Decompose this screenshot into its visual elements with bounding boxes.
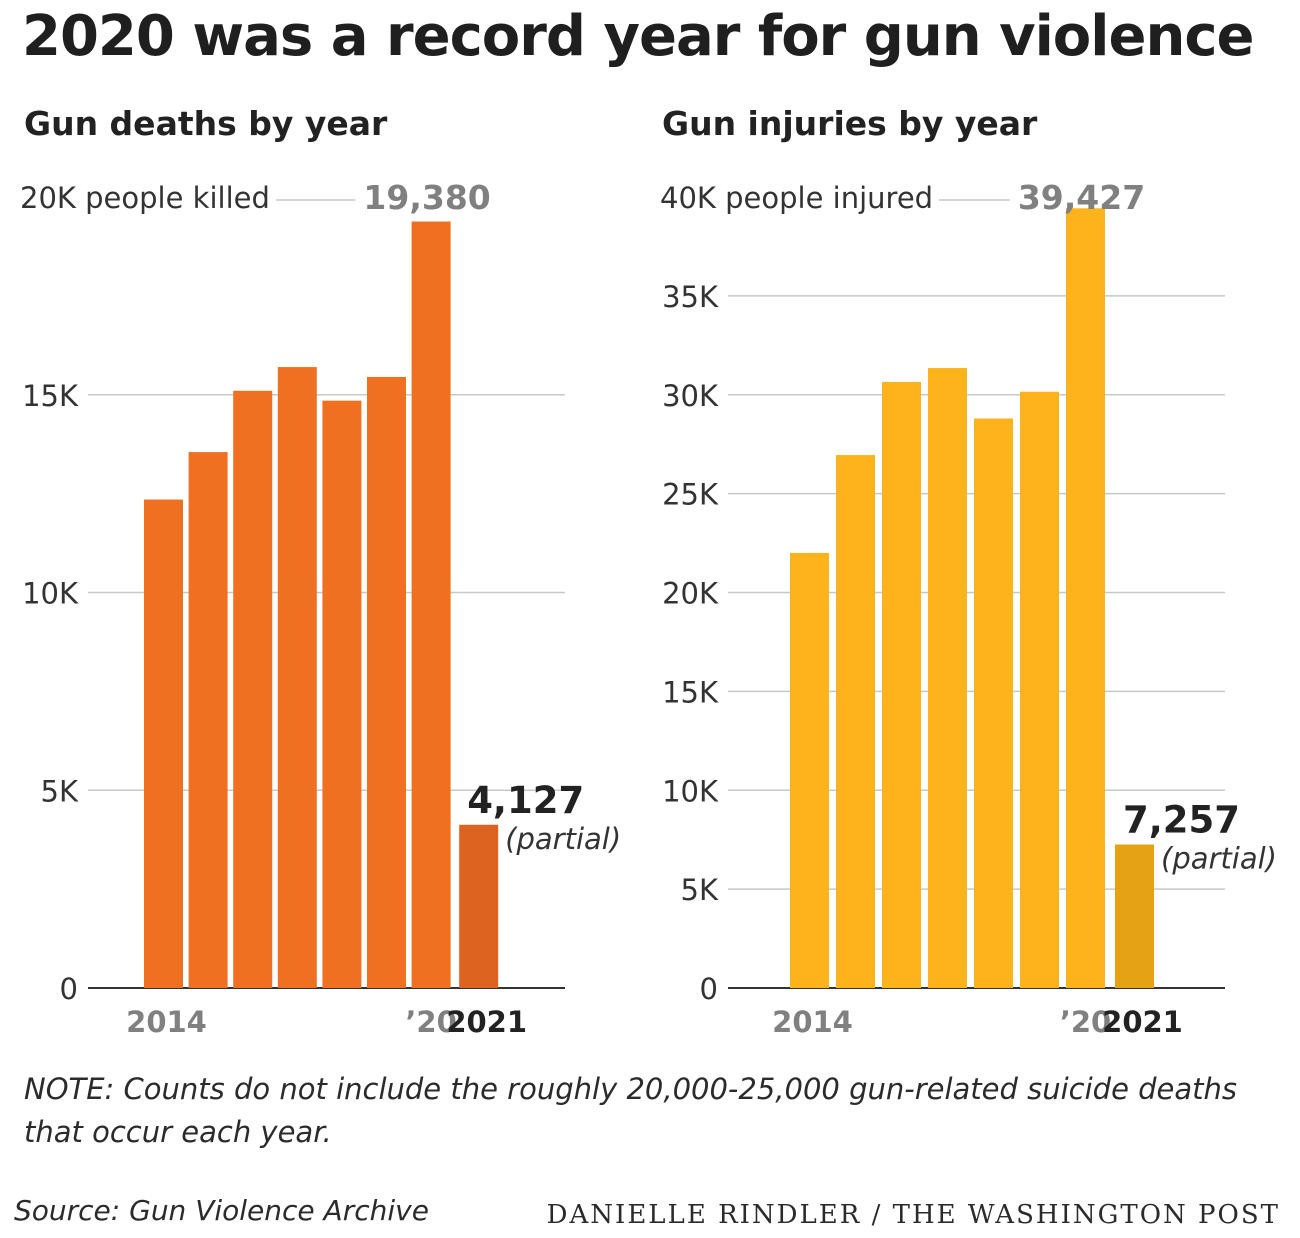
injuries-bar-2014	[790, 552, 829, 988]
deaths-y-tick-label: 10K	[22, 577, 79, 611]
deaths-bar-2014	[144, 499, 183, 988]
injuries-peak-value-label: 39,427	[1018, 178, 1145, 217]
injuries-y-tick-label: 35K	[662, 280, 719, 314]
injuries-y-tick-label: 15K	[662, 675, 719, 709]
injuries-bar-chart: 0 5K 10K 15K 20K 25K 30K 35K 40K people injured 2…	[660, 178, 1277, 1039]
deaths-chart-title: Gun deaths by year	[24, 104, 388, 143]
injuries-y-tick-label: 30K	[662, 379, 719, 413]
deaths-bar-2017	[277, 367, 317, 988]
deaths-x-tick-label: 2021	[446, 1005, 527, 1039]
deaths-bar-2016	[233, 390, 273, 988]
deaths-partial-value-label: 4,127	[467, 779, 584, 822]
injuries-bar-2015	[836, 455, 875, 989]
injuries-y-tick-label: 25K	[662, 478, 719, 512]
injuries-y-tick-label: 20K	[662, 577, 719, 611]
injuries-partial-value-label: 7,257	[1123, 798, 1240, 841]
injuries-chart-title: Gun injuries by year	[662, 104, 1038, 143]
injuries-bar-2016	[882, 381, 921, 988]
deaths-partial-note: (partial)	[505, 822, 621, 856]
source-line: Source: Gun Violence Archive	[14, 1194, 429, 1227]
injuries-x-tick-label: 2021	[1102, 1005, 1183, 1039]
deaths-y-tick-label: 15K	[22, 379, 79, 413]
injuries-bar-2019	[1020, 391, 1059, 988]
injuries-y-tick-label: 40K people injured	[660, 181, 933, 215]
deaths-y-tick-label: 0	[60, 972, 78, 1006]
deaths-bar-2019	[367, 376, 406, 988]
deaths-y-tick-label: 20K people killed	[20, 181, 270, 215]
injuries-y-tick-label: 10K	[662, 774, 719, 808]
deaths-peak-value-label: 19,380	[363, 178, 490, 217]
injuries-x-tick-label: 2014	[772, 1005, 853, 1039]
deaths-bar-2020	[411, 221, 451, 988]
footnote: NOTE: Counts do not include the roughly …	[24, 1072, 1238, 1149]
injuries-bar-2017	[928, 368, 967, 989]
deaths-bar-2015	[188, 452, 228, 988]
deaths-bar-2021	[459, 824, 499, 988]
injuries-bar-2021	[1115, 844, 1154, 988]
injuries-bar-2020	[1066, 208, 1105, 989]
injuries-bar-2018	[974, 418, 1013, 989]
deaths-bar-2018	[322, 400, 362, 988]
injuries-y-tick-label: 5K	[681, 873, 719, 907]
page-title: 2020 was a record year for gun violence	[22, 4, 1254, 69]
deaths-x-tick-label: 2014	[126, 1005, 207, 1039]
deaths-x-tick-label: ’20	[405, 1005, 456, 1039]
injuries-partial-note: (partial)	[1161, 841, 1277, 875]
injuries-x-tick-label: ’20	[1060, 1005, 1111, 1039]
injuries-y-tick-label: 0	[700, 972, 718, 1006]
credit-line: DANIELLE RINDLER / THE WASHINGTON POST	[546, 1200, 1280, 1230]
deaths-y-tick-label: 5K	[41, 774, 79, 808]
